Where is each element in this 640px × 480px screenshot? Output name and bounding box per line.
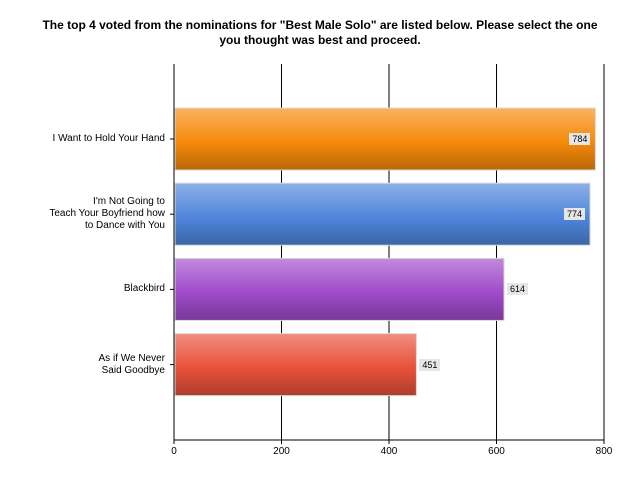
- x-tick-label: 600: [488, 446, 505, 457]
- x-tick-label: 400: [380, 446, 398, 457]
- category-label: I'm Not Going to Teach Your Boyfriend ho…: [49, 196, 165, 232]
- category-label: I Want to Hold Your Hand: [52, 133, 165, 144]
- bar: [174, 333, 417, 397]
- axes: [170, 64, 605, 444]
- bar: [174, 257, 505, 321]
- x-tick-label: 0: [171, 446, 177, 457]
- bar: [174, 182, 591, 246]
- data-label: 451: [419, 358, 441, 371]
- chart-title: The top 4 voted from the nominations for…: [20, 18, 620, 48]
- data-label: 614: [507, 283, 529, 296]
- x-tick-label: 200: [273, 446, 290, 457]
- chart-title-line-1: The top 4 voted from the nominations for…: [42, 18, 598, 32]
- category-label: Blackbird: [123, 283, 165, 295]
- bars: [174, 107, 596, 397]
- data-label: 774: [564, 208, 586, 221]
- data-label: 784: [569, 133, 591, 145]
- category-label: As if We Never Said Goodbye: [98, 352, 166, 376]
- bar: [174, 107, 596, 171]
- chart-title-line-2: you thought was best and proceed.: [219, 33, 421, 47]
- x-tick-label: 800: [595, 446, 613, 457]
